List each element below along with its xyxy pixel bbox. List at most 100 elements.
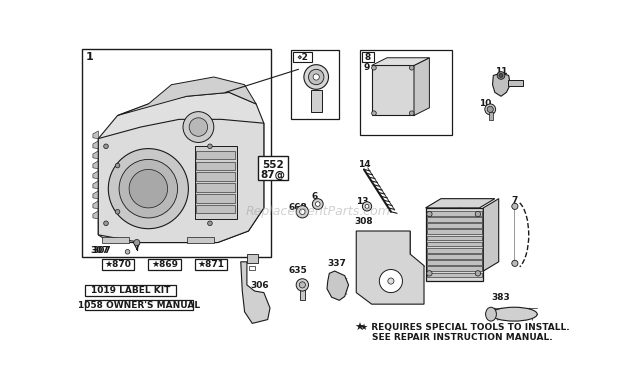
- Polygon shape: [414, 58, 430, 116]
- Text: 6: 6: [312, 192, 318, 201]
- Bar: [196, 205, 236, 213]
- Bar: [293, 52, 312, 62]
- Bar: [360, 50, 453, 135]
- Circle shape: [312, 199, 323, 209]
- Circle shape: [388, 278, 394, 284]
- Circle shape: [313, 74, 319, 80]
- Bar: [236, 123, 239, 223]
- Bar: [427, 217, 482, 222]
- Bar: [195, 146, 237, 219]
- Circle shape: [134, 239, 140, 246]
- Circle shape: [512, 203, 518, 209]
- Circle shape: [309, 69, 324, 85]
- Bar: [427, 236, 482, 240]
- Bar: [427, 266, 482, 271]
- Text: 1: 1: [86, 52, 94, 62]
- Circle shape: [189, 118, 208, 136]
- Circle shape: [125, 249, 130, 254]
- Text: ★869: ★869: [151, 260, 178, 269]
- Polygon shape: [241, 262, 270, 323]
- Text: ★870: ★870: [105, 260, 132, 269]
- Bar: [245, 123, 249, 223]
- Text: 9: 9: [364, 63, 370, 72]
- Bar: [249, 123, 253, 223]
- Text: 383: 383: [491, 293, 510, 301]
- Circle shape: [409, 111, 414, 116]
- Bar: [300, 290, 306, 300]
- Bar: [247, 254, 259, 263]
- Circle shape: [108, 149, 188, 229]
- Bar: [427, 229, 482, 234]
- Circle shape: [154, 187, 166, 198]
- Text: 552: 552: [262, 160, 284, 170]
- Polygon shape: [93, 161, 99, 169]
- Text: ★871: ★871: [197, 260, 224, 269]
- Circle shape: [151, 183, 169, 202]
- Text: ★: ★: [354, 323, 364, 333]
- Bar: [427, 242, 482, 246]
- Text: 635: 635: [288, 266, 308, 275]
- Circle shape: [487, 106, 494, 112]
- Circle shape: [299, 209, 305, 214]
- Circle shape: [497, 72, 505, 79]
- Circle shape: [316, 202, 320, 206]
- Bar: [427, 248, 482, 253]
- Circle shape: [379, 270, 402, 293]
- Text: 668: 668: [288, 203, 308, 212]
- Bar: [221, 123, 225, 223]
- Polygon shape: [371, 58, 430, 65]
- Circle shape: [363, 202, 371, 211]
- Circle shape: [119, 159, 177, 218]
- Text: ReplacementParts.com: ReplacementParts.com: [246, 205, 390, 218]
- Bar: [427, 260, 482, 265]
- Bar: [427, 254, 482, 259]
- Bar: [508, 80, 523, 86]
- Circle shape: [485, 104, 495, 115]
- Circle shape: [427, 211, 432, 217]
- Polygon shape: [425, 199, 495, 208]
- Bar: [425, 208, 484, 281]
- Text: 306: 306: [250, 281, 268, 290]
- Text: ⋄2: ⋄2: [296, 53, 308, 62]
- Polygon shape: [93, 131, 99, 139]
- Circle shape: [104, 221, 108, 226]
- Polygon shape: [93, 151, 99, 159]
- Circle shape: [475, 271, 480, 276]
- Text: 3: 3: [298, 54, 303, 63]
- Polygon shape: [93, 211, 99, 219]
- Polygon shape: [356, 231, 424, 304]
- Polygon shape: [327, 271, 348, 300]
- Bar: [187, 237, 214, 243]
- Bar: [196, 151, 236, 159]
- Polygon shape: [93, 171, 99, 179]
- Circle shape: [512, 260, 518, 266]
- Bar: [148, 259, 180, 270]
- Bar: [259, 156, 288, 180]
- Bar: [82, 49, 271, 257]
- Text: SEE REPAIR INSTRUCTION MANUAL.: SEE REPAIR INSTRUCTION MANUAL.: [373, 333, 553, 341]
- Text: 13: 13: [356, 197, 369, 206]
- Bar: [311, 90, 322, 112]
- Bar: [196, 162, 236, 170]
- Bar: [371, 65, 414, 116]
- Text: 1019 LABEL KIT: 1019 LABEL KIT: [91, 286, 170, 295]
- Text: 5: 5: [456, 200, 463, 210]
- Polygon shape: [118, 77, 256, 116]
- Ellipse shape: [485, 307, 497, 321]
- Circle shape: [304, 65, 329, 89]
- Text: 1058 OWNER'S MANUAL: 1058 OWNER'S MANUAL: [78, 301, 200, 310]
- Bar: [249, 266, 255, 270]
- Bar: [427, 223, 482, 228]
- Text: 10: 10: [479, 99, 492, 107]
- Text: 8: 8: [365, 53, 371, 62]
- Bar: [102, 259, 135, 270]
- Bar: [196, 172, 236, 181]
- Text: 307: 307: [91, 246, 109, 254]
- Polygon shape: [93, 201, 99, 209]
- Circle shape: [371, 65, 376, 70]
- Bar: [85, 285, 176, 296]
- Circle shape: [129, 169, 167, 208]
- Circle shape: [104, 144, 108, 149]
- Bar: [196, 183, 236, 192]
- Circle shape: [371, 111, 376, 116]
